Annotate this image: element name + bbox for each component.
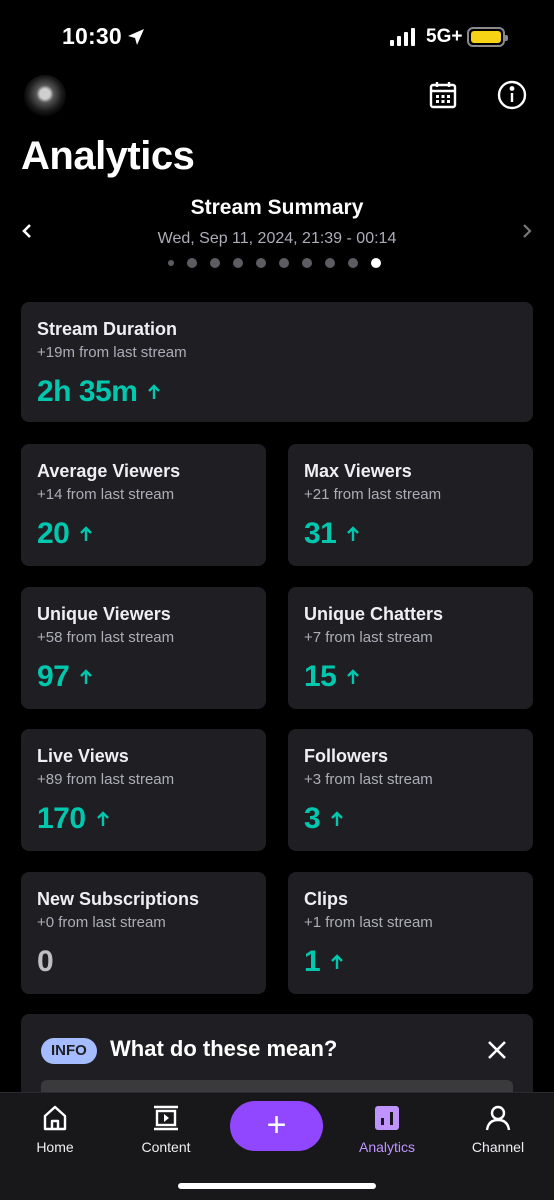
unique-viewers-card[interactable]: Unique Viewers +58 from last stream 97 [21, 587, 266, 709]
chevron-right-icon[interactable] [519, 220, 535, 242]
tab-home[interactable]: Home [10, 1103, 100, 1155]
info-panel: INFO What do these mean? [21, 1014, 533, 1104]
card-title: Stream Duration [37, 319, 178, 339]
status-bar: 10:30 5G+ [0, 0, 554, 76]
card-subtitle: +14 from last stream [37, 486, 175, 503]
arrow-up-icon [80, 526, 93, 541]
card-value: 97 [37, 660, 70, 693]
clips-card[interactable]: Clips +1 from last stream 1 [288, 872, 533, 994]
summary-date-range: Wed, Sep 11, 2024, 21:39 - 00:14 [157, 230, 397, 247]
arrow-up-icon [347, 669, 360, 684]
arrow-up-icon [148, 384, 161, 399]
tab-label: Content [141, 1139, 191, 1155]
card-title: Unique Chatters [304, 604, 444, 624]
card-title: Max Viewers [304, 461, 412, 481]
new-subscriptions-card[interactable]: New Subscriptions +0 from last stream 0 [21, 872, 266, 994]
info-badge: INFO [41, 1038, 97, 1064]
arrow-up-icon [347, 526, 360, 541]
create-button[interactable]: + [230, 1101, 323, 1151]
page-dot[interactable] [348, 258, 358, 268]
max-viewers-card[interactable]: Max Viewers +21 from last stream 31 [288, 444, 533, 566]
summary-title: Stream Summary [190, 196, 364, 219]
card-subtitle: +19m from last stream [37, 344, 187, 361]
tab-content[interactable]: Content [121, 1103, 211, 1155]
card-subtitle: +89 from last stream [37, 771, 175, 788]
page-dot[interactable] [256, 258, 266, 268]
card-subtitle: +58 from last stream [37, 629, 175, 646]
battery-icon [467, 27, 508, 47]
tab-bar: Home Content + Analytics Channel [0, 1092, 554, 1200]
arrow-up-icon [331, 954, 344, 969]
status-time: 10:30 [62, 23, 122, 49]
content-icon [154, 1105, 178, 1131]
home-indicator [178, 1183, 376, 1189]
card-subtitle: +7 from last stream [304, 629, 433, 646]
location-arrow-icon [128, 29, 144, 45]
page-title: Analytics [21, 134, 195, 178]
card-value: 1 [304, 945, 321, 978]
card-title: Average Viewers [37, 461, 181, 481]
page-dot[interactable] [302, 258, 312, 268]
card-title: Live Views [37, 746, 129, 766]
network-type: 5G+ [426, 26, 463, 47]
card-value: 15 [304, 660, 337, 693]
card-title: Clips [304, 889, 349, 909]
card-value: 20 [37, 517, 70, 550]
card-value: 170 [37, 802, 86, 835]
tab-label: Channel [471, 1139, 525, 1155]
arrow-up-icon [80, 669, 93, 684]
close-icon[interactable] [486, 1039, 508, 1061]
tab-label: Analytics [358, 1139, 416, 1155]
page-dot[interactable] [210, 258, 220, 268]
card-title: Followers [304, 746, 389, 766]
card-value: 31 [304, 517, 337, 550]
card-title: New Subscriptions [37, 889, 200, 909]
card-value: 3 [304, 802, 321, 835]
average-viewers-card[interactable]: Average Viewers +14 from last stream 20 [21, 444, 266, 566]
chevron-left-icon[interactable] [19, 220, 35, 242]
card-subtitle: +0 from last stream [37, 914, 166, 931]
stream-duration-card[interactable]: Stream Duration +19m from last stream 2h… [21, 302, 533, 422]
home-icon [43, 1105, 67, 1131]
page-dot[interactable] [168, 260, 174, 266]
calendar-icon[interactable] [427, 79, 459, 111]
plus-icon: + [266, 1105, 287, 1144]
arrow-up-icon [331, 811, 344, 826]
page-dot[interactable] [279, 258, 289, 268]
page-dot-active[interactable] [371, 258, 381, 268]
signal-icon [390, 28, 415, 46]
avatar[interactable] [24, 75, 66, 117]
tab-label: Home [36, 1139, 74, 1155]
tab-analytics[interactable]: Analytics [342, 1103, 432, 1155]
card-subtitle: +21 from last stream [304, 486, 442, 503]
followers-card[interactable]: Followers +3 from last stream 3 [288, 729, 533, 851]
tab-channel[interactable]: Channel [453, 1103, 543, 1155]
page-dot[interactable] [233, 258, 243, 268]
live-views-card[interactable]: Live Views +89 from last stream 170 [21, 729, 266, 851]
card-title: Unique Viewers [37, 604, 171, 624]
card-subtitle: +3 from last stream [304, 771, 433, 788]
channel-icon [485, 1105, 511, 1131]
analytics-icon [375, 1106, 399, 1130]
card-subtitle: +1 from last stream [304, 914, 433, 931]
unique-chatters-card[interactable]: Unique Chatters +7 from last stream 15 [288, 587, 533, 709]
card-value: 0 [37, 945, 54, 978]
page-dot[interactable] [325, 258, 335, 268]
info-title: What do these mean? [110, 1036, 338, 1061]
page-indicator[interactable] [168, 258, 381, 268]
arrow-up-icon [96, 811, 109, 826]
card-value: 2h 35m [37, 375, 138, 408]
info-icon[interactable] [496, 79, 528, 111]
page-dot[interactable] [187, 258, 197, 268]
